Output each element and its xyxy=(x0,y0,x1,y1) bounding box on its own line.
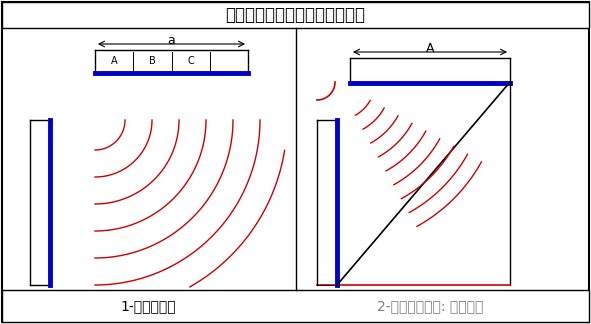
Text: a: a xyxy=(168,33,176,47)
Text: A: A xyxy=(426,41,434,54)
Bar xyxy=(2,290,589,322)
Text: B: B xyxy=(149,56,156,66)
Text: C: C xyxy=(187,56,194,66)
Text: A: A xyxy=(111,56,118,66)
Text: 2-内弧外直角矩: 勃龙暖通: 2-内弧外直角矩: 勃龙暖通 xyxy=(377,299,483,313)
Bar xyxy=(2,2,589,28)
Text: 矩形弯管的二种制作型式示意图: 矩形弯管的二种制作型式示意图 xyxy=(225,6,365,24)
Text: 1-内外同心弧: 1-内外同心弧 xyxy=(120,299,176,313)
